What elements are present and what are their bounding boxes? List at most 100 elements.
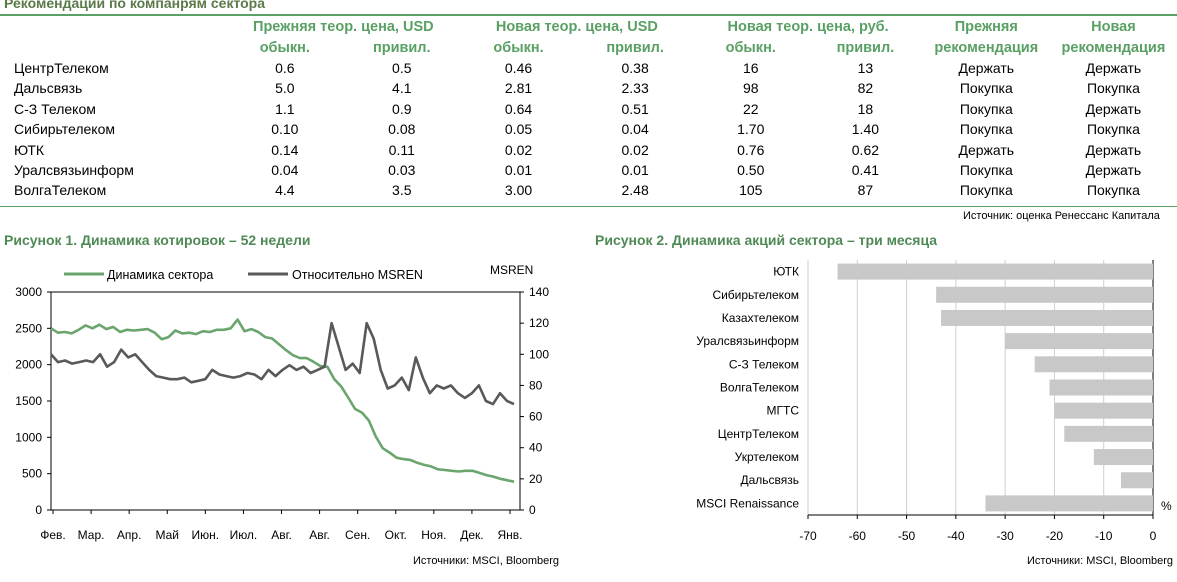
price-cell: 98 <box>742 80 759 97</box>
x-tick-label: Янв. <box>497 528 522 542</box>
price-cell: 0.11 <box>388 141 415 158</box>
price-cell: 1.40 <box>851 121 880 138</box>
price-cell: 0.01 <box>504 161 533 178</box>
bar <box>1064 425 1153 442</box>
table-bottom-rule <box>0 206 1177 207</box>
price-cell: 2.33 <box>621 80 649 97</box>
header-prev-rec-2: рекомендация <box>934 39 1039 56</box>
price-cell: 0.76 <box>737 141 765 158</box>
price-cell: 87 <box>857 182 874 199</box>
sub-header: привил. <box>836 39 895 56</box>
figure1-source: Источники: MSCI, Bloomberg <box>413 555 560 567</box>
prev-recommendation-cell: Покупка <box>959 121 1013 138</box>
x-tick-label: Июн. <box>192 528 220 542</box>
prev-recommendation-cell: Покупка <box>959 80 1013 97</box>
group-header-new-usd: Новая теор. цена, USD <box>495 19 658 36</box>
price-cell: 13 <box>857 59 874 76</box>
figure1-title: Рисунок 1. Динамика котировок – 52 недел… <box>4 232 311 248</box>
figure2-source: Источники: MSCI, Bloomberg <box>1027 555 1174 567</box>
x-tick-label: Дек. <box>460 528 483 542</box>
category-label: Укртелеком <box>735 450 799 464</box>
price-cell: 0.5 <box>392 59 412 76</box>
x-tick-label: Мар. <box>78 528 105 542</box>
header-prev-rec-1: Прежняя <box>954 19 1018 36</box>
sub-header: обыкн. <box>725 39 776 56</box>
table-body: ЦентрТелеком 0.6 0.5 0.46 0.38 16 13 Держать Дер… <box>14 58 1177 201</box>
new-recommendation-cell: Держать <box>1085 161 1142 178</box>
category-label: С-З Телеком <box>729 357 799 371</box>
new-recommendation-cell: Держать <box>1085 59 1142 76</box>
price-cell: 16 <box>742 59 759 76</box>
table-row: Дальсвязь 5.0 4.1 2.81 2.33 98 82 Покупка Покупк… <box>14 78 1177 98</box>
group-header-new-rub: Новая теор. цена, руб. <box>727 19 889 36</box>
header-new-rec-1: Новая <box>1091 19 1136 36</box>
price-cell: 2.48 <box>621 182 649 199</box>
y-right-tick-label: 60 <box>529 410 543 424</box>
y-left-tick-label: 3000 <box>15 285 42 299</box>
table-group-header-row: Прежняя теор. цена, USD Новая теор. цена… <box>14 17 1177 37</box>
bar <box>1005 333 1153 350</box>
sub-header: привил. <box>606 39 664 56</box>
price-cell: 0.02 <box>504 141 533 158</box>
plot-frame <box>50 291 521 511</box>
x-tick-label: -50 <box>898 529 916 543</box>
x-tick-label: -70 <box>799 529 817 543</box>
category-label: Дальсвязь <box>740 473 799 487</box>
category-label: ЮТК <box>773 265 799 279</box>
price-cell: 5.0 <box>275 80 295 97</box>
y-left-tick-label: 2000 <box>15 358 42 372</box>
bar <box>1054 402 1153 419</box>
new-recommendation-cell: Покупка <box>1086 182 1140 199</box>
table-source: Источник: оценка Ренессанс Капитала <box>963 210 1160 222</box>
prev-recommendation-cell: Покупка <box>959 100 1013 117</box>
x-tick-label: Авг. <box>309 528 330 542</box>
y-left-tick-label: 2500 <box>15 321 42 335</box>
category-label: Уралсвязьинформ <box>696 334 799 348</box>
price-cell: 1.70 <box>737 121 765 138</box>
price-cell: 0.04 <box>621 121 649 138</box>
table-row: С-З Телеком 1.1 0.9 0.64 0.51 22 18 Покупка Держ… <box>14 99 1177 119</box>
x-tick-label: -40 <box>947 529 965 543</box>
company-name: Сибирьтелеком <box>14 121 115 138</box>
price-cell: 2.81 <box>504 80 533 97</box>
bar <box>985 495 1153 512</box>
new-recommendation-cell: Покупка <box>1086 80 1140 97</box>
x-tick-label: -60 <box>849 529 867 543</box>
y-right-tick-label: 80 <box>529 378 543 392</box>
table-title: Рекомендации по компанрям сектора <box>4 0 266 11</box>
y-right-tick-label: 120 <box>529 316 549 330</box>
price-cell: 22 <box>742 100 759 117</box>
price-cell: 0.64 <box>504 100 533 117</box>
category-label: MSCI Renaissance <box>696 496 799 510</box>
legend-label-sector: Динамика сектора <box>107 268 213 282</box>
price-cell: 0.04 <box>271 161 299 178</box>
sub-header: привил. <box>372 39 431 56</box>
prev-recommendation-cell: Держать <box>958 59 1015 76</box>
prev-recommendation-cell: Покупка <box>959 161 1013 178</box>
y-right-tick-label: 140 <box>529 285 549 299</box>
price-cell: 3.5 <box>392 182 412 199</box>
unit-label: % <box>1161 499 1172 513</box>
price-cell: 0.03 <box>388 161 416 178</box>
table-top-rule <box>0 14 1177 16</box>
price-cell: 0.50 <box>737 161 765 178</box>
sub-header: обыкн. <box>493 39 544 56</box>
price-cell: 0.9 <box>392 100 412 117</box>
price-cell: 18 <box>857 100 874 117</box>
bar <box>1093 449 1153 466</box>
x-tick-label: -20 <box>1046 529 1064 543</box>
y-right-tick-label: 100 <box>529 347 549 361</box>
y-left-tick-label: 500 <box>22 467 42 481</box>
price-cell: 0.08 <box>388 121 416 138</box>
bar <box>936 286 1153 303</box>
bar <box>1049 379 1153 396</box>
figure2-bar-chart: -70 -60 -50 -40 -30 -20 -10 0 ЮТК Сибирьтелеком Ка… <box>696 260 1172 543</box>
company-name: Дальсвязь <box>14 80 83 97</box>
price-cell: 105 <box>739 182 763 199</box>
group-header-prev-usd: Прежняя теор. цена, USD <box>253 19 434 36</box>
new-recommendation-cell: Держать <box>1085 100 1142 117</box>
y-right-tick-label: 0 <box>529 503 536 517</box>
company-name: ЮТК <box>14 141 45 158</box>
x-tick-label: -30 <box>996 529 1014 543</box>
x-tick-label: Ноя. <box>421 528 446 542</box>
